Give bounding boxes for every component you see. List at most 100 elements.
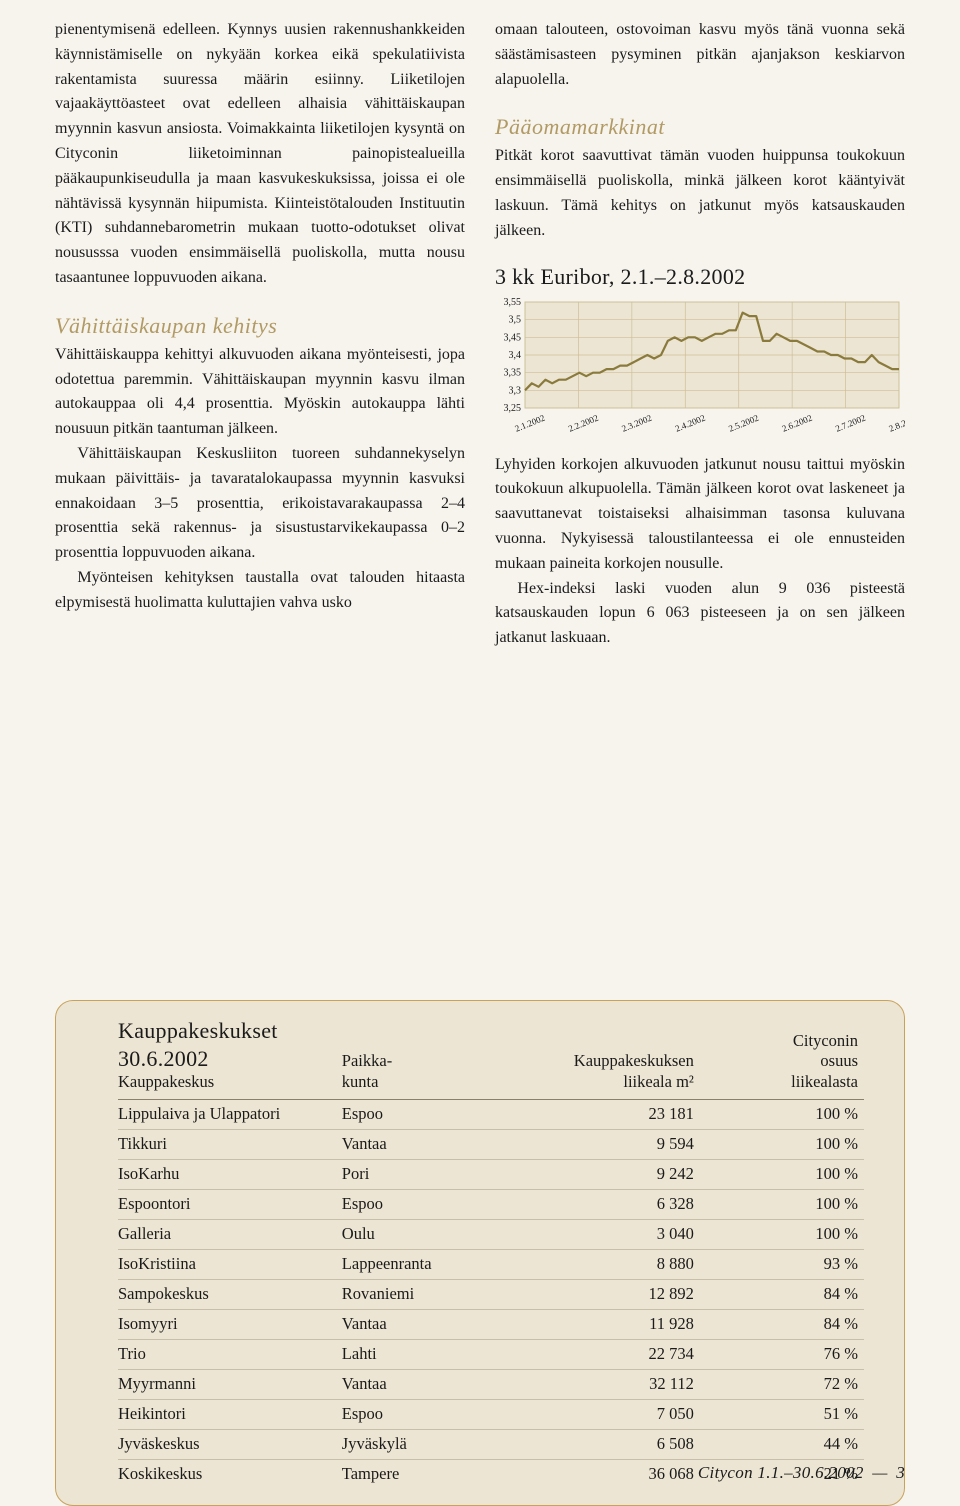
- svg-text:3,4: 3,4: [509, 350, 522, 361]
- cell-area: 32 112: [521, 1369, 700, 1399]
- cell-share: 93 %: [700, 1249, 864, 1279]
- table-row: GalleriaOulu3 040100 %: [118, 1219, 864, 1249]
- cell-area: 11 928: [521, 1309, 700, 1339]
- table-row: MyyrmanniVantaa32 11272 %: [118, 1369, 864, 1399]
- table-title-cell: Kauppakeskukset 30.6.2002 Kauppakeskus: [118, 1015, 342, 1099]
- table-row: EspoontoriEspoo6 328100 %: [118, 1189, 864, 1219]
- svg-text:2.8.2002: 2.8.2002: [887, 412, 905, 433]
- table-row: TrioLahti22 73476 %: [118, 1339, 864, 1369]
- cell-name: Isomyyri: [118, 1309, 342, 1339]
- cell-area: 9 242: [521, 1159, 700, 1189]
- cell-city: Rovaniemi: [342, 1279, 521, 1309]
- cell-area: 36 068: [521, 1459, 700, 1489]
- cell-name: IsoKristiina: [118, 1249, 342, 1279]
- svg-text:3,45: 3,45: [504, 332, 522, 343]
- left-column: pienentymisenä edelleen. Kynnys uusien r…: [55, 18, 465, 651]
- footer-separator: —: [872, 1463, 887, 1482]
- cell-name: Galleria: [118, 1219, 342, 1249]
- table-row: IsoKristiinaLappeenranta8 88093 %: [118, 1249, 864, 1279]
- svg-text:2.5.2002: 2.5.2002: [727, 412, 760, 433]
- col-header-area: Kauppakeskuksenliikeala m²: [521, 1015, 700, 1099]
- cell-city: Vantaa: [342, 1129, 521, 1159]
- cell-name: Jyväskeskus: [118, 1429, 342, 1459]
- cell-city: Tampere: [342, 1459, 521, 1489]
- svg-text:3,5: 3,5: [509, 314, 522, 325]
- body-paragraph: pienentymisenä edelleen. Kynnys uusien r…: [55, 18, 465, 291]
- cell-name: Heikintori: [118, 1399, 342, 1429]
- svg-text:2.2.2002: 2.2.2002: [567, 412, 600, 433]
- cell-city: Pori: [342, 1159, 521, 1189]
- cell-name: Sampokeskus: [118, 1279, 342, 1309]
- cell-name: Espoontori: [118, 1189, 342, 1219]
- footer-text: Citycon 1.1.–30.6.2002: [698, 1463, 864, 1482]
- col-header-share: Cityconinosuusliikealasta: [700, 1015, 864, 1099]
- cell-city: Oulu: [342, 1219, 521, 1249]
- svg-text:2.4.2002: 2.4.2002: [674, 412, 707, 433]
- cell-area: 8 880: [521, 1249, 700, 1279]
- table-row: TikkuriVantaa9 594100 %: [118, 1129, 864, 1159]
- cell-city: Jyväskylä: [342, 1429, 521, 1459]
- table-row: IsomyyriVantaa11 92884 %: [118, 1309, 864, 1339]
- cell-share: 72 %: [700, 1369, 864, 1399]
- body-paragraph: Myönteisen kehityksen taustalla ovat tal…: [55, 566, 465, 616]
- svg-text:2.3.2002: 2.3.2002: [620, 412, 653, 433]
- cell-share: 76 %: [700, 1339, 864, 1369]
- table-row: SampokeskusRovaniemi12 89284 %: [118, 1279, 864, 1309]
- euribor-chart-svg: 3,25 3,3 3,35 3,4 3,45 3,5 3,55 2.1.2002 2.2.200…: [495, 298, 905, 438]
- cell-share: 100 %: [700, 1189, 864, 1219]
- svg-text:3,35: 3,35: [504, 367, 522, 378]
- cell-city: Lahti: [342, 1339, 521, 1369]
- cell-share: 100 %: [700, 1219, 864, 1249]
- cell-city: Lappeenranta: [342, 1249, 521, 1279]
- cell-share: 84 %: [700, 1279, 864, 1309]
- cell-share: 44 %: [700, 1429, 864, 1459]
- cell-share: 51 %: [700, 1399, 864, 1429]
- footer-page-number: 3: [896, 1463, 905, 1482]
- cell-city: Espoo: [342, 1189, 521, 1219]
- cell-area: 22 734: [521, 1339, 700, 1369]
- cell-city: Espoo: [342, 1399, 521, 1429]
- euribor-chart: 3,25 3,3 3,35 3,4 3,45 3,5 3,55 2.1.2002 2.2.200…: [495, 298, 905, 443]
- cell-name: Tikkuri: [118, 1129, 342, 1159]
- table-row: JyväskeskusJyväskylä6 50844 %: [118, 1429, 864, 1459]
- shopping-centres-table-panel: Kauppakeskukset 30.6.2002 Kauppakeskus P…: [55, 1000, 905, 1506]
- body-paragraph: Vähittäiskauppa kehittyi alkuvuoden aika…: [55, 343, 465, 442]
- cell-share: 84 %: [700, 1309, 864, 1339]
- page-footer: Citycon 1.1.–30.6.2002 — 3: [698, 1463, 905, 1483]
- cell-name: Myyrmanni: [118, 1369, 342, 1399]
- col-header-name: Kauppakeskus: [118, 1072, 214, 1091]
- table-row: IsoKarhuPori9 242100 %: [118, 1159, 864, 1189]
- cell-city: Vantaa: [342, 1309, 521, 1339]
- body-paragraph: Pitkät korot saavuttivat tämän vuoden hu…: [495, 144, 905, 243]
- section-heading-retail: Vähittäiskaupan kehitys: [55, 313, 465, 339]
- cell-area: 12 892: [521, 1279, 700, 1309]
- table-row: Lippulaiva ja UlappatoriEspoo23 181100 %: [118, 1099, 864, 1129]
- body-paragraph: Lyhyiden korkojen alkuvuoden jatkunut no…: [495, 453, 905, 577]
- cell-name: Koskikeskus: [118, 1459, 342, 1489]
- shopping-centres-table: Kauppakeskukset 30.6.2002 Kauppakeskus P…: [118, 1015, 864, 1489]
- cell-name: Lippulaiva ja Ulappatori: [118, 1099, 342, 1129]
- section-heading-capital: Pääomamarkkinat: [495, 114, 905, 140]
- cell-share: 100 %: [700, 1099, 864, 1129]
- svg-text:2.6.2002: 2.6.2002: [781, 412, 814, 433]
- cell-area: 23 181: [521, 1099, 700, 1129]
- cell-share: 100 %: [700, 1129, 864, 1159]
- cell-area: 7 050: [521, 1399, 700, 1429]
- cell-city: Vantaa: [342, 1369, 521, 1399]
- table-row: HeikintoriEspoo7 05051 %: [118, 1399, 864, 1429]
- cell-name: Trio: [118, 1339, 342, 1369]
- cell-area: 6 328: [521, 1189, 700, 1219]
- chart-title: 3 kk Euribor, 2.1.–2.8.2002: [495, 264, 905, 290]
- svg-text:3,55: 3,55: [504, 298, 522, 308]
- cell-area: 3 040: [521, 1219, 700, 1249]
- svg-text:3,3: 3,3: [509, 385, 522, 396]
- cell-city: Espoo: [342, 1099, 521, 1129]
- svg-text:2.7.2002: 2.7.2002: [834, 412, 867, 433]
- body-paragraph: omaan talouteen, ostovoiman kasvu myös t…: [495, 18, 905, 92]
- right-column: omaan talouteen, ostovoiman kasvu myös t…: [495, 18, 905, 651]
- body-paragraph: Vähittäiskaupan Keskusliiton tuoreen suh…: [55, 442, 465, 566]
- svg-text:2.1.2002: 2.1.2002: [513, 412, 546, 433]
- page-content: pienentymisenä edelleen. Kynnys uusien r…: [0, 0, 960, 651]
- col-header-city: Paikka-kunta: [342, 1015, 521, 1099]
- svg-text:3,25: 3,25: [504, 403, 522, 414]
